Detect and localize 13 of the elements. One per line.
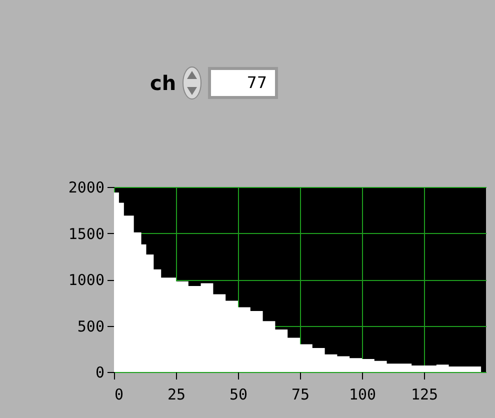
y-tick-label: 1000 — [68, 271, 104, 289]
text: 77 — [208, 67, 278, 99]
x-tick-label: 75 — [291, 386, 310, 404]
x-tick-label: 50 — [229, 386, 248, 404]
y-tick-label: 0 — [95, 364, 104, 382]
text: ch — [150, 71, 176, 95]
x-tick-label: 125 — [410, 386, 438, 404]
x-tick-label: 0 — [114, 386, 124, 404]
y-tick-label: 500 — [77, 317, 104, 336]
y-tick-label: 1500 — [68, 224, 104, 243]
x-tick-label: 25 — [167, 386, 186, 404]
x-tick-label: 100 — [348, 386, 376, 404]
y-tick-label: 2000 — [68, 178, 104, 196]
